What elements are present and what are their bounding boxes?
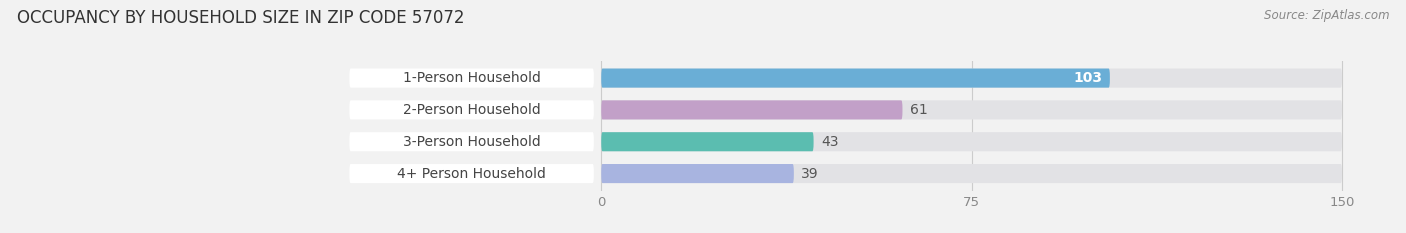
FancyBboxPatch shape (602, 69, 1109, 88)
Text: 1-Person Household: 1-Person Household (402, 71, 540, 85)
FancyBboxPatch shape (602, 132, 1341, 151)
FancyBboxPatch shape (602, 132, 814, 151)
Text: 4+ Person Household: 4+ Person Household (396, 167, 546, 181)
Text: 103: 103 (1073, 71, 1102, 85)
Text: Source: ZipAtlas.com: Source: ZipAtlas.com (1264, 9, 1389, 22)
Text: 39: 39 (801, 167, 818, 181)
FancyBboxPatch shape (602, 164, 1341, 183)
FancyBboxPatch shape (350, 69, 593, 88)
Text: 3-Person Household: 3-Person Household (402, 135, 540, 149)
FancyBboxPatch shape (350, 132, 593, 151)
FancyBboxPatch shape (350, 100, 593, 120)
Text: 43: 43 (821, 135, 838, 149)
FancyBboxPatch shape (602, 69, 1341, 88)
Text: OCCUPANCY BY HOUSEHOLD SIZE IN ZIP CODE 57072: OCCUPANCY BY HOUSEHOLD SIZE IN ZIP CODE … (17, 9, 464, 27)
FancyBboxPatch shape (602, 100, 1341, 120)
Text: 2-Person Household: 2-Person Household (402, 103, 540, 117)
Text: 61: 61 (910, 103, 928, 117)
FancyBboxPatch shape (602, 100, 903, 120)
FancyBboxPatch shape (350, 164, 593, 183)
FancyBboxPatch shape (602, 164, 794, 183)
